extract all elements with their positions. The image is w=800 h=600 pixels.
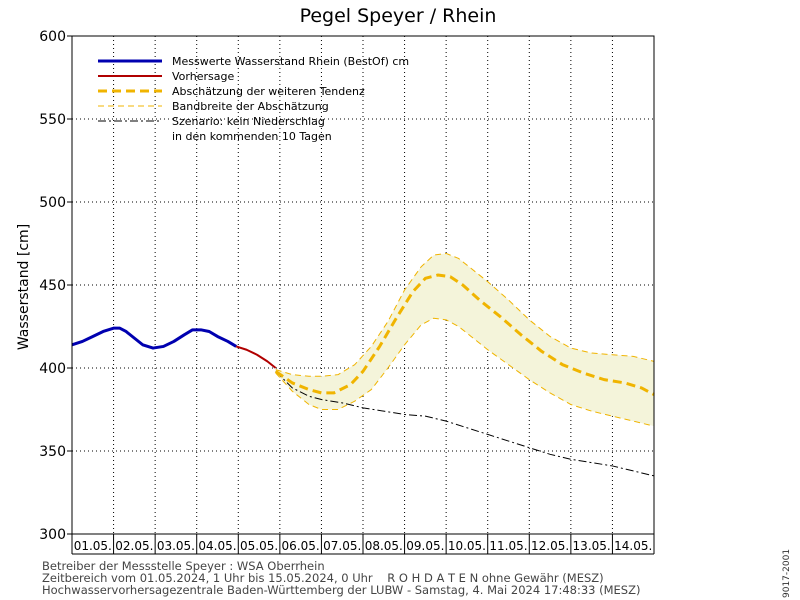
y-tick-label: 600: [39, 29, 66, 45]
footer-operator: Betreiber der Messstelle Speyer : WSA Ob…: [42, 559, 325, 573]
x-tick-label: 03.05.: [157, 539, 195, 553]
x-tick-label: 13.05.: [573, 539, 611, 553]
y-tick-label: 450: [39, 278, 66, 294]
footer-time-range: Zeitbereich vom 01.05.2024, 1 Uhr bis 15…: [42, 571, 604, 585]
series-line: [275, 370, 655, 477]
y-axis-ticks: 300 350 400 450 500 550 600: [39, 29, 72, 543]
series-line: [275, 252, 655, 377]
estimate-band: [275, 253, 654, 427]
series-line: [71, 326, 237, 350]
side-code: 9017-2001: [782, 549, 792, 598]
x-tick-label: 07.05.: [323, 539, 361, 553]
x-tick-label: 11.05.: [489, 539, 527, 553]
x-tick-label: 08.05.: [365, 539, 403, 553]
legend-label: Szenario: kein Niederschlag: [172, 115, 325, 128]
x-tick-label: 01.05.: [74, 539, 112, 553]
footer-source: Hochwasservorhersagezentrale Baden-Württ…: [42, 583, 641, 597]
band-fill: [275, 253, 654, 427]
legend-label: in den kommenden 10 Tagen: [172, 130, 332, 143]
x-tick-label: 04.05.: [198, 539, 236, 553]
x-tick-label: 05.05.: [240, 539, 278, 553]
y-tick-label: 500: [39, 195, 66, 211]
legend: Messwerte Wasserstand Rhein (BestOf) cm V…: [98, 55, 409, 143]
series-line: [235, 345, 277, 369]
x-tick-label: 09.05.: [406, 539, 444, 553]
side-code-text: 9017-2001: [782, 549, 792, 598]
y-axis-label: Wasserstand [cm]: [16, 224, 32, 350]
x-axis-ticks: 01.05. 02.05. 03.05. 04.05. 05.05. 06.05. 07.0…: [71, 534, 655, 555]
y-tick-label: 300: [39, 527, 66, 543]
y-tick-label: 400: [39, 361, 66, 377]
series-lines: [71, 252, 655, 477]
y-tick-label: 350: [39, 444, 66, 460]
chart-title: Pegel Speyer / Rhein: [300, 5, 497, 27]
x-tick-label: 10.05.: [448, 539, 486, 553]
legend-label: Bandbreite der Abschätzung: [172, 100, 329, 113]
legend-label: Abschätzung der weiteren Tendenz: [172, 85, 365, 98]
x-tick-label: 02.05.: [115, 539, 153, 553]
x-tick-label: 12.05.: [531, 539, 569, 553]
legend-label: Vorhersage: [172, 70, 234, 83]
x-tick-label: 14.05.: [614, 539, 652, 553]
legend-label: Messwerte Wasserstand Rhein (BestOf) cm: [172, 55, 409, 68]
series-line: [275, 317, 655, 427]
series-line: [274, 273, 655, 396]
grid: [72, 36, 654, 534]
y-tick-label: 550: [39, 112, 66, 128]
x-tick-label: 06.05.: [282, 539, 320, 553]
